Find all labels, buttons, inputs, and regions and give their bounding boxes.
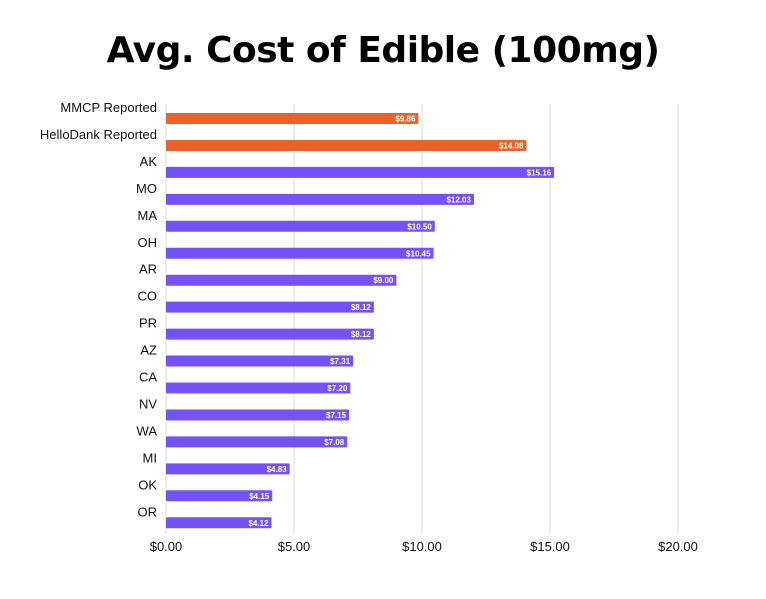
category-labels: MMCP Reported HelloDank Reported AK MO MA OH A… — [40, 100, 157, 519]
data-label: $8.12 — [351, 303, 372, 312]
category-label: AZ — [140, 343, 157, 358]
x-axis-ticks: $0.00 $5.00 $10.00 $15.00 $20.00 — [150, 539, 698, 554]
category-label: CA — [139, 370, 157, 385]
x-tick-label: $20.00 — [658, 539, 698, 554]
category-label: MMCP Reported — [60, 100, 157, 115]
data-label: $8.12 — [351, 330, 372, 339]
bar — [166, 517, 272, 529]
category-label: MI — [143, 450, 157, 465]
data-label: $7.08 — [324, 438, 345, 447]
x-tick-label: $10.00 — [402, 539, 442, 554]
bar — [166, 301, 374, 313]
bars: $9.86 $14.08 $15.16 $12.03 $10.50 $10.45 $9.00… — [166, 113, 555, 529]
category-label: HelloDank Reported — [40, 127, 157, 142]
data-label: $10.45 — [406, 249, 431, 258]
category-label: AK — [140, 154, 158, 169]
chart-title: Avg. Cost of Edible (100mg) — [106, 30, 660, 71]
x-tick-label: $15.00 — [530, 539, 570, 554]
bar — [166, 274, 397, 286]
category-label: OR — [138, 504, 158, 519]
bar — [166, 193, 474, 205]
bar — [166, 139, 527, 151]
category-label: NV — [139, 396, 157, 411]
category-label: OK — [138, 477, 157, 492]
data-label: $7.31 — [330, 357, 351, 366]
data-label: $7.20 — [327, 384, 348, 393]
bar — [166, 220, 435, 232]
data-label: $9.86 — [395, 115, 416, 124]
category-label: MA — [138, 208, 158, 223]
data-label: $10.50 — [407, 222, 432, 231]
bar — [166, 463, 290, 475]
x-tick-label: $0.00 — [150, 539, 183, 554]
category-label: OH — [138, 235, 158, 250]
bar — [166, 436, 348, 448]
bar — [166, 166, 555, 178]
data-label: $14.08 — [499, 141, 524, 150]
data-label: $12.03 — [446, 195, 471, 204]
bar — [166, 382, 351, 394]
category-label: AR — [139, 262, 157, 277]
bar — [166, 409, 350, 421]
category-label: PR — [139, 316, 157, 331]
bar — [166, 355, 354, 367]
category-label: MO — [136, 181, 157, 196]
bar — [166, 113, 419, 124]
bar — [166, 490, 273, 502]
x-tick-label: $5.00 — [278, 539, 311, 554]
category-label: CO — [138, 289, 158, 304]
data-label: $4.15 — [249, 492, 270, 501]
data-label: $15.16 — [527, 168, 552, 177]
data-label: $4.12 — [248, 519, 269, 528]
data-label: $7.15 — [326, 411, 347, 420]
bar — [166, 328, 374, 340]
category-label: WA — [137, 423, 158, 438]
data-label: $9.00 — [373, 276, 394, 285]
data-label: $4.83 — [267, 465, 288, 474]
bar — [166, 247, 434, 259]
